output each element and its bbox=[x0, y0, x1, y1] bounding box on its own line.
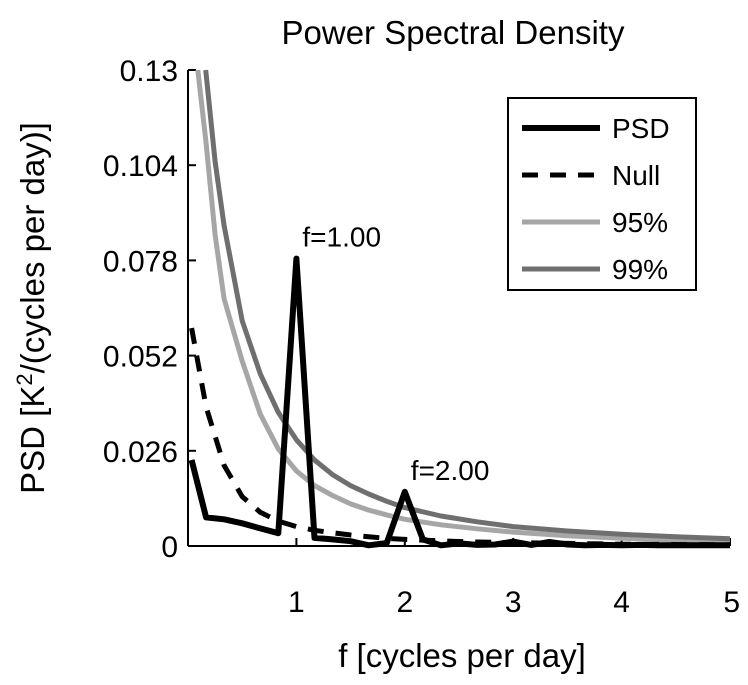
legend: PSD Null 95% 99% bbox=[507, 97, 697, 291]
annotation-layer: f=1.00 f=2.00 bbox=[302, 222, 489, 486]
legend-label: PSD bbox=[612, 113, 670, 144]
y-axis-title: PSD [K2/(cycles per day)] bbox=[12, 122, 51, 494]
x-tick-label: 4 bbox=[613, 586, 630, 619]
y-tick-label: 0.052 bbox=[103, 341, 178, 374]
series-line-99pct bbox=[203, 69, 731, 542]
legend-label: Null bbox=[612, 160, 660, 191]
x-axis-title: f [cycles per day] bbox=[338, 637, 586, 674]
x-axis: 1 2 3 4 5 bbox=[188, 538, 740, 619]
series-line-95pct bbox=[195, 69, 731, 544]
y-axis-title-suffix: /(cycles per day)] bbox=[14, 122, 51, 373]
y-tick-label: 0.026 bbox=[103, 436, 178, 469]
legend-label: 95% bbox=[612, 207, 668, 238]
series-line-psd bbox=[188, 255, 730, 549]
x-tick-label: 1 bbox=[288, 586, 305, 619]
y-tick-label: 0.078 bbox=[103, 245, 178, 278]
y-tick-label: 0.104 bbox=[103, 150, 178, 183]
legend-label: 99% bbox=[612, 254, 668, 285]
x-tick-label: 2 bbox=[396, 586, 413, 619]
series-layer bbox=[188, 69, 731, 549]
peak-annotation: f=1.00 bbox=[302, 222, 381, 253]
chart-title: Power Spectral Density bbox=[282, 14, 625, 51]
x-tick-label: 5 bbox=[723, 586, 740, 619]
x-tick-label: 3 bbox=[505, 586, 522, 619]
y-tick-label: 0 bbox=[161, 531, 178, 564]
y-tick-label: 0.13 bbox=[120, 55, 178, 88]
y-axis-title-sup: 2 bbox=[12, 373, 37, 385]
series-line-null bbox=[189, 327, 731, 548]
peak-annotation: f=2.00 bbox=[411, 455, 490, 486]
y-axis: 0 0.026 0.052 0.078 0.104 0.13 bbox=[103, 55, 196, 564]
y-axis-title-prefix: PSD [K bbox=[14, 386, 51, 494]
